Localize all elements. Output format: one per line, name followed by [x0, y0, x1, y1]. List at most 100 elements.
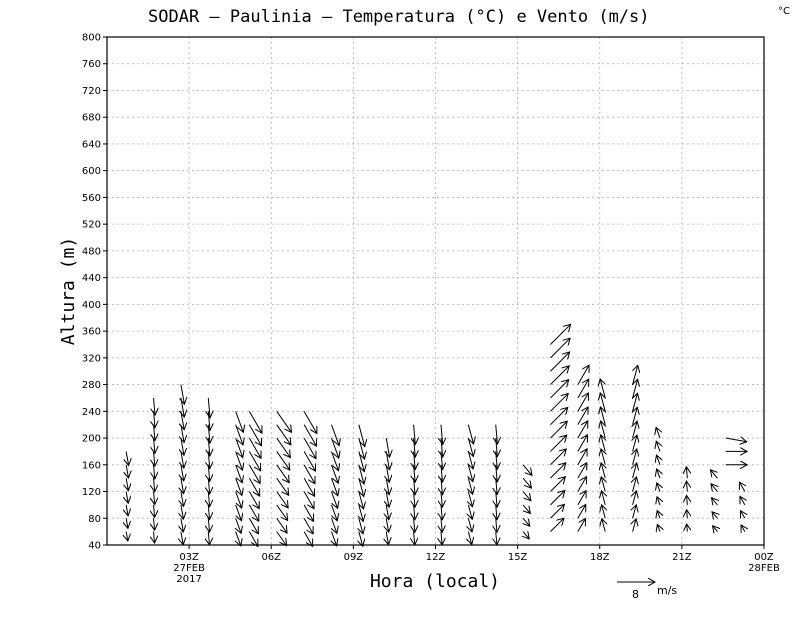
wind-vector [236, 518, 241, 533]
wind-vector [601, 463, 605, 479]
wind-vector [550, 518, 563, 532]
reference-vector-speed: 8 [632, 588, 639, 601]
wind-vector [181, 518, 183, 532]
y-tick-label: 760 [82, 59, 101, 70]
wind-vector [276, 504, 288, 521]
wind-vector [248, 411, 262, 433]
wind-vector [522, 477, 531, 488]
x-tick-label: 06Z [261, 552, 281, 563]
wind-vector [656, 441, 660, 452]
wind-vector [303, 477, 314, 496]
wind-vector [441, 531, 442, 545]
wind-vector [235, 411, 244, 432]
wind-vector [276, 411, 292, 432]
wind-vector [657, 524, 660, 531]
wind-vector [656, 455, 660, 465]
wind-vector [235, 437, 243, 458]
wind-vector [496, 531, 497, 545]
wind-vector [303, 531, 313, 547]
wind-vector [577, 505, 586, 519]
wind-vector [739, 482, 744, 492]
wind-vector [248, 504, 258, 521]
wind-vector [154, 397, 155, 415]
wind-vector [522, 464, 532, 476]
wind-vector [414, 531, 415, 545]
x-tick-label: 21Z [672, 552, 692, 563]
wind-vector [126, 518, 128, 528]
wind-vector [331, 424, 339, 446]
wind-vector [577, 463, 587, 479]
wind-vector [550, 380, 568, 399]
wind-vector [577, 518, 586, 532]
wind-vector [550, 407, 567, 426]
wind-vector [208, 531, 209, 545]
reference-vector: 8 m/s [617, 582, 677, 601]
wind-vector [248, 451, 260, 470]
y-tick-label: 720 [82, 86, 101, 97]
wind-vector [633, 491, 637, 506]
wind-vector [126, 491, 128, 504]
wind-vector [713, 526, 718, 532]
wind-vector [276, 517, 287, 533]
wind-vector [276, 464, 290, 483]
wind-vector [600, 379, 605, 399]
wind-vector [303, 464, 315, 484]
wind-vector [126, 464, 128, 478]
wind-vector [154, 478, 155, 492]
grid [107, 36, 765, 546]
wind-vectors [126, 324, 747, 546]
wind-vector [550, 449, 566, 466]
wind-vector [712, 512, 717, 518]
wind-vector [633, 435, 637, 452]
wind-vector [633, 379, 638, 399]
wind-vector [577, 365, 589, 385]
wind-vector [550, 338, 570, 359]
wind-vector [577, 421, 588, 439]
wind-vector [496, 518, 497, 532]
wind-vector [577, 435, 588, 452]
wind-vector [601, 421, 606, 439]
y-tick-label: 240 [82, 407, 101, 418]
wind-vector [633, 365, 638, 385]
x-tick-label: 18Z [590, 552, 610, 563]
y-tick-label: 200 [82, 434, 101, 445]
y-tick-label: 80 [88, 514, 101, 525]
wind-vector [550, 366, 569, 385]
wind-vector [468, 491, 472, 507]
wind-vector [633, 505, 637, 519]
wind-vector [358, 424, 365, 447]
wind-vector [550, 394, 568, 412]
wind-vector [331, 531, 336, 546]
wind-vector [633, 463, 637, 479]
y-tick-label: 280 [82, 380, 101, 391]
wind-vector [441, 424, 443, 445]
wind-vector [359, 531, 363, 547]
wind-vector [248, 477, 259, 496]
wind-vector [126, 504, 128, 516]
y-tick-label: 560 [82, 193, 101, 204]
wind-vector [550, 352, 569, 372]
wind-vector [633, 519, 636, 532]
y-tick-label: 320 [82, 353, 101, 364]
wind-vector [577, 491, 586, 506]
wind-vector [711, 498, 717, 505]
wind-vector [331, 451, 338, 470]
wind-vector [633, 449, 637, 465]
wind-vector [601, 491, 605, 506]
wind-vector [303, 504, 314, 521]
wind-vector [126, 531, 128, 541]
x-tick-date: 28FEB [748, 563, 780, 574]
y-tick-label: 600 [82, 166, 101, 177]
wind-vector [577, 393, 589, 412]
x-tick-label: 00Z [754, 552, 774, 563]
wind-vector [601, 477, 605, 492]
wind-vector [181, 384, 184, 405]
y-tick-label: 800 [82, 33, 101, 44]
wind-vector [602, 505, 606, 519]
wind-vector [248, 424, 261, 446]
wind-vector [414, 518, 415, 532]
chart-title: SODAR – Paulinia – Temperatura (°C) e Ve… [148, 7, 650, 27]
wind-vector [687, 524, 688, 532]
wind-vector [633, 477, 637, 492]
wind-vector [303, 451, 315, 471]
